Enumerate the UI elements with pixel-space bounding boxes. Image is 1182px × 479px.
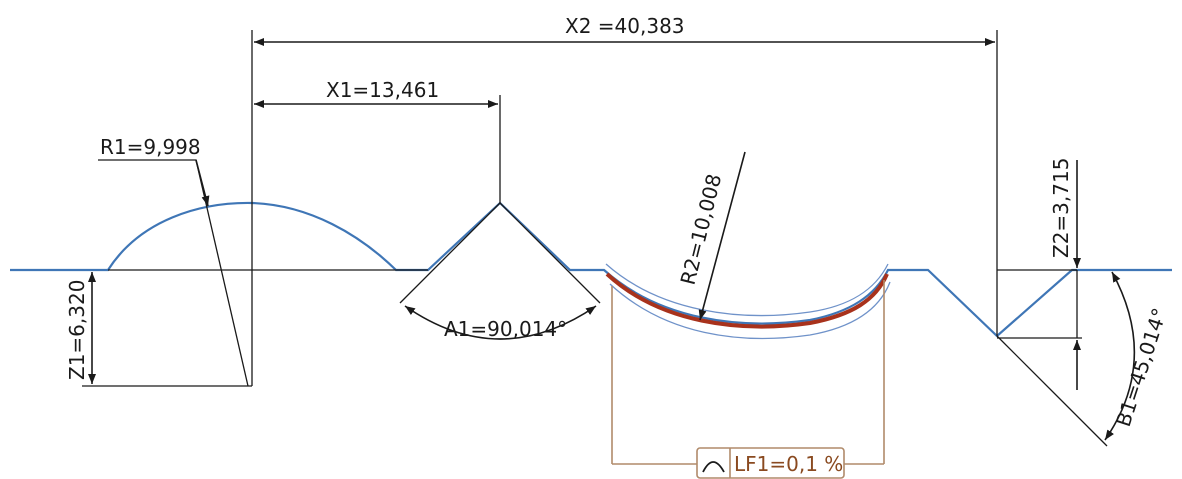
x1-label: X1=13,461 — [326, 78, 439, 102]
a1-label: A1=90,014° — [444, 317, 567, 341]
surface-profile — [10, 201, 1172, 338]
r1-label: R1=9,998 — [100, 135, 201, 159]
x2-label: X2 =40,383 — [565, 14, 685, 38]
arc-form-icon — [702, 461, 725, 473]
r2-label: R2=10,008 — [676, 171, 727, 287]
fitted-arc — [605, 272, 889, 329]
lf-frame — [611, 280, 885, 479]
arc-fit-band — [605, 263, 891, 340]
dimension-lines — [88, 38, 1136, 441]
b1-label: B1=45,014° — [1111, 305, 1172, 430]
construction-lines — [82, 30, 1108, 447]
lf1-box — [696, 447, 845, 479]
lf1-label: LF1=0,1 % — [734, 452, 843, 476]
z1-label: Z1=6,320 — [65, 280, 89, 380]
z2-label: Z2=3,715 — [1049, 158, 1073, 258]
